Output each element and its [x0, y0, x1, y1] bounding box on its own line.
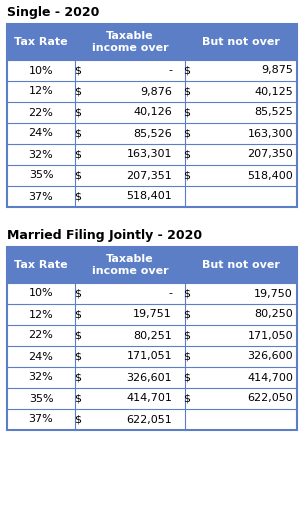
- Text: 12%: 12%: [29, 86, 54, 96]
- Text: 24%: 24%: [29, 351, 54, 362]
- Text: $: $: [74, 351, 81, 362]
- Text: 19,750: 19,750: [254, 288, 293, 298]
- Text: 326,600: 326,600: [247, 351, 293, 362]
- Text: 32%: 32%: [29, 373, 54, 382]
- Text: $: $: [183, 149, 190, 160]
- Text: 171,051: 171,051: [126, 351, 172, 362]
- Text: $: $: [74, 86, 81, 96]
- Text: 326,601: 326,601: [126, 373, 172, 382]
- Text: 85,525: 85,525: [254, 108, 293, 118]
- Text: $: $: [183, 128, 190, 138]
- Text: $: $: [74, 108, 81, 118]
- Text: 9,875: 9,875: [261, 66, 293, 76]
- Text: 207,350: 207,350: [247, 149, 293, 160]
- Text: Tax Rate: Tax Rate: [14, 37, 68, 47]
- Text: 80,251: 80,251: [133, 330, 172, 340]
- Text: 171,050: 171,050: [247, 330, 293, 340]
- Text: 19,751: 19,751: [133, 310, 172, 320]
- Bar: [7, 283, 297, 430]
- Text: 32%: 32%: [29, 149, 54, 160]
- Text: 24%: 24%: [29, 128, 54, 138]
- Text: $: $: [74, 330, 81, 340]
- Text: $: $: [74, 128, 81, 138]
- Text: $: $: [74, 393, 81, 403]
- Text: $: $: [183, 171, 190, 180]
- Text: 10%: 10%: [29, 288, 53, 298]
- Text: $: $: [183, 330, 190, 340]
- Text: 80,250: 80,250: [254, 310, 293, 320]
- Text: 518,401: 518,401: [126, 191, 172, 201]
- Text: 40,126: 40,126: [133, 108, 172, 118]
- Text: $: $: [74, 310, 81, 320]
- Text: 35%: 35%: [29, 393, 53, 403]
- Text: $: $: [183, 66, 190, 76]
- Text: $: $: [183, 310, 190, 320]
- Bar: [7, 247, 297, 430]
- Text: Taxable
income over: Taxable income over: [92, 31, 168, 53]
- Text: 622,050: 622,050: [247, 393, 293, 403]
- Text: $: $: [74, 373, 81, 382]
- Bar: [7, 24, 297, 60]
- Text: Single - 2020: Single - 2020: [7, 6, 99, 19]
- Bar: [7, 247, 297, 283]
- Text: $: $: [183, 351, 190, 362]
- Text: $: $: [183, 108, 190, 118]
- Text: $: $: [183, 86, 190, 96]
- Text: 85,526: 85,526: [133, 128, 172, 138]
- Bar: [7, 60, 297, 207]
- Text: 163,300: 163,300: [247, 128, 293, 138]
- Text: $: $: [74, 191, 81, 201]
- Text: 40,125: 40,125: [254, 86, 293, 96]
- Text: $: $: [74, 171, 81, 180]
- Text: 35%: 35%: [29, 171, 53, 180]
- Text: $: $: [74, 66, 81, 76]
- Text: 9,876: 9,876: [140, 86, 172, 96]
- Text: $: $: [183, 393, 190, 403]
- Text: $: $: [74, 415, 81, 425]
- Text: 622,051: 622,051: [126, 415, 172, 425]
- Bar: [7, 24, 297, 207]
- Text: 37%: 37%: [29, 415, 54, 425]
- Text: 22%: 22%: [29, 330, 54, 340]
- Text: 12%: 12%: [29, 310, 54, 320]
- Text: 22%: 22%: [29, 108, 54, 118]
- Text: 518,400: 518,400: [247, 171, 293, 180]
- Text: 37%: 37%: [29, 191, 54, 201]
- Text: Married Filing Jointly - 2020: Married Filing Jointly - 2020: [7, 229, 202, 242]
- Text: Tax Rate: Tax Rate: [14, 260, 68, 270]
- Text: 10%: 10%: [29, 66, 53, 76]
- Text: 163,301: 163,301: [126, 149, 172, 160]
- Text: -: -: [168, 288, 172, 298]
- Text: 207,351: 207,351: [126, 171, 172, 180]
- Text: $: $: [74, 288, 81, 298]
- Text: Taxable
income over: Taxable income over: [92, 254, 168, 276]
- Text: But not over: But not over: [202, 37, 280, 47]
- Text: $: $: [183, 373, 190, 382]
- Text: $: $: [183, 288, 190, 298]
- Text: 414,700: 414,700: [247, 373, 293, 382]
- Text: $: $: [74, 149, 81, 160]
- Text: -: -: [168, 66, 172, 76]
- Text: But not over: But not over: [202, 260, 280, 270]
- Text: 414,701: 414,701: [126, 393, 172, 403]
